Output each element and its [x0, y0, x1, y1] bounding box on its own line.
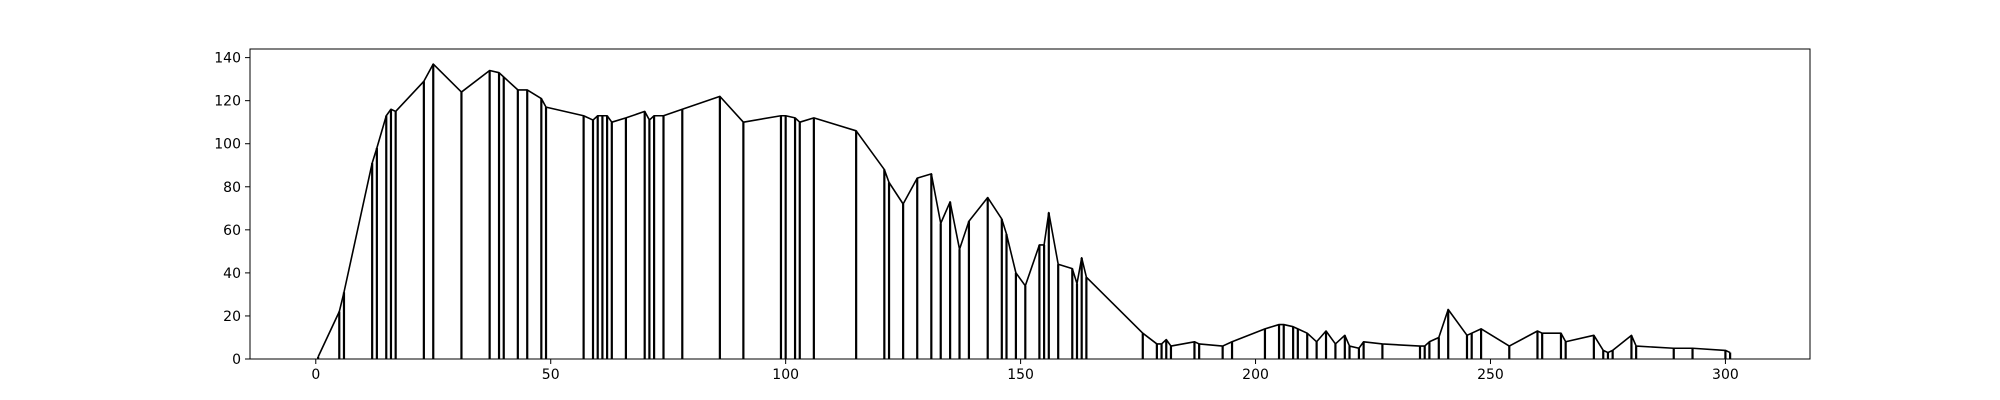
y-tick-label-20: 20 [223, 309, 241, 325]
x-tick-label-150: 150 [1007, 367, 1034, 383]
x-tick-label-300: 300 [1712, 367, 1739, 383]
x-tick-label-0: 0 [311, 367, 320, 383]
x-tick-label-200: 200 [1242, 367, 1269, 383]
y-tick-label-120: 120 [214, 94, 241, 110]
x-tick-label-250: 250 [1477, 367, 1504, 383]
x-axis: 0 50 100 150 200 250 300 [311, 359, 1739, 383]
y-tick-label-40: 40 [223, 266, 241, 282]
y-tick-label-80: 80 [223, 180, 241, 196]
x-tick-label-100: 100 [772, 367, 799, 383]
y-tick-label-140: 140 [214, 51, 241, 67]
bars-layer [317, 64, 1732, 359]
y-tick-label-100: 100 [214, 137, 241, 153]
y-axis: 0 20 40 60 80 100 120 140 [214, 51, 250, 368]
y-tick-label-60: 60 [223, 223, 241, 239]
x-tick-label-50: 50 [542, 367, 560, 383]
y-tick-label-0: 0 [232, 352, 241, 368]
plot-frame [249, 48, 1811, 360]
series-layer [317, 63, 1731, 358]
series-line [317, 63, 1731, 358]
